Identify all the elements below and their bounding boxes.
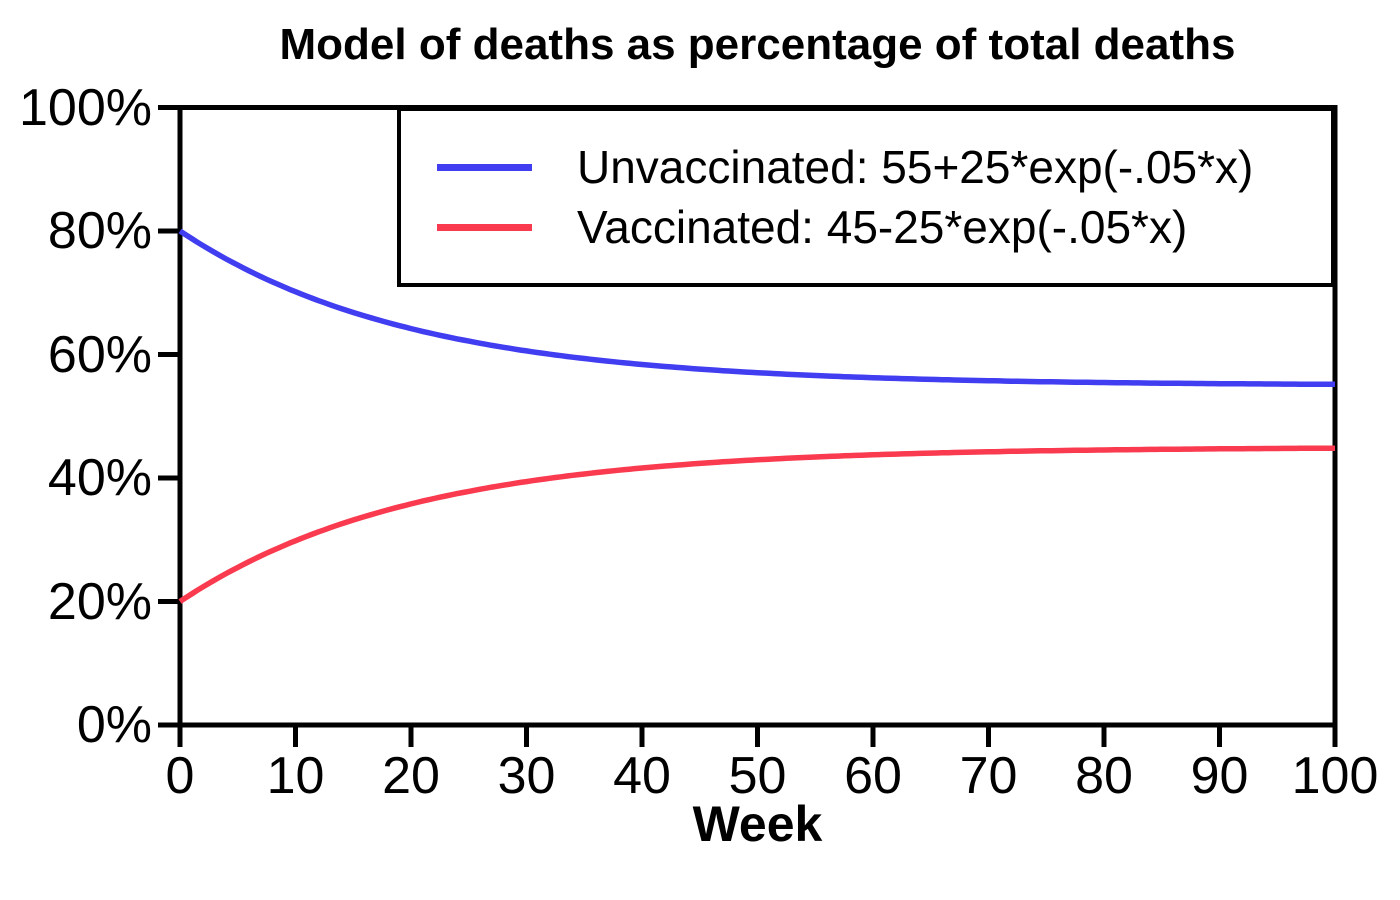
x-axis-title: Week [692,796,823,852]
x-tick-label: 80 [1075,747,1133,805]
x-tick-label: 90 [1190,747,1249,805]
legend-item-unvaccinated: Unvaccinated: 55+25*exp(-.05*x) [401,137,1331,197]
x-tick-label: 100 [1291,747,1379,805]
y-tick-label: 60% [47,325,152,384]
legend: Unvaccinated: 55+25*exp(-.05*x) Vaccinat… [397,107,1335,287]
y-tick-label: 40% [47,449,152,507]
x-tick-label: 0 [165,747,195,805]
chart-title: Model of deaths as percentage of total d… [279,20,1236,69]
unvaccinated-curve [178,228,1335,388]
unvaccinated-line-sample-icon [437,163,532,171]
legend-label-unvaccinated: Unvaccinated: 55+25*exp(-.05*x) [577,141,1254,193]
x-tick-label: 60 [844,747,902,805]
legend-label-vaccinated: Vaccinated: 45-25*exp(-.05*x) [577,201,1188,253]
x-tick-label: 20 [382,747,440,805]
y-tick-label: 20% [47,572,152,631]
legend-item-vaccinated: Vaccinated: 45-25*exp(-.05*x) [401,197,1331,257]
vaccinated-curve [178,445,1335,604]
x-tick-label: 50 [728,747,787,805]
y-tick-label: 0% [76,696,152,754]
x-tick-label: 30 [497,747,556,805]
x-tick-label: 10 [266,747,325,805]
y-tick-label: 80% [47,202,152,260]
x-tick-label: 70 [959,747,1018,805]
vaccinated-line-sample-icon [437,223,532,231]
x-tick-label: 40 [613,747,671,805]
y-tick-label: 100% [19,78,152,137]
